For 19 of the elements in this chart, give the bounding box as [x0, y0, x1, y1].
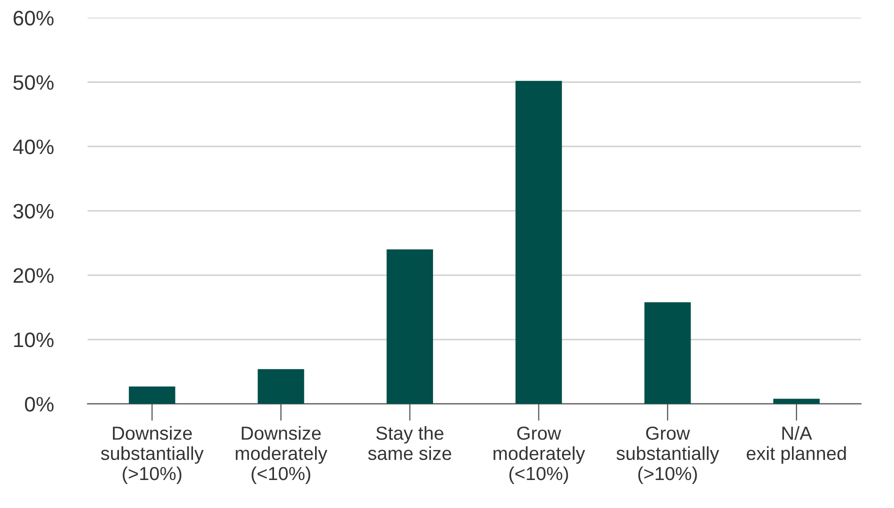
x-tick-label: Stay the same size: [368, 426, 452, 460]
x-tick-label: Grow substantially (>10%): [616, 426, 720, 484]
y-tick-label: 0%: [24, 396, 54, 412]
x-tick-label: Downsize moderately (<10%): [236, 426, 328, 484]
x-tick-label: N/A exit planned: [746, 426, 846, 464]
bar: [773, 398, 820, 404]
x-tick-label: Downsize substantially (>10%): [100, 426, 204, 484]
bar: [386, 249, 434, 404]
y-tick-label: 30%: [13, 204, 54, 219]
bar: [644, 302, 691, 404]
y-tick-label: 60%: [14, 10, 54, 26]
bar: [128, 386, 176, 404]
y-tick-label: 40%: [13, 139, 54, 154]
y-tick-label: 10%: [14, 332, 54, 348]
y-tick-label: 20%: [14, 268, 54, 283]
y-tick-label: 50%: [13, 75, 54, 90]
bar: [258, 369, 304, 404]
bar: [516, 80, 562, 404]
x-tick-label: Grow moderately (<10%): [494, 426, 586, 484]
